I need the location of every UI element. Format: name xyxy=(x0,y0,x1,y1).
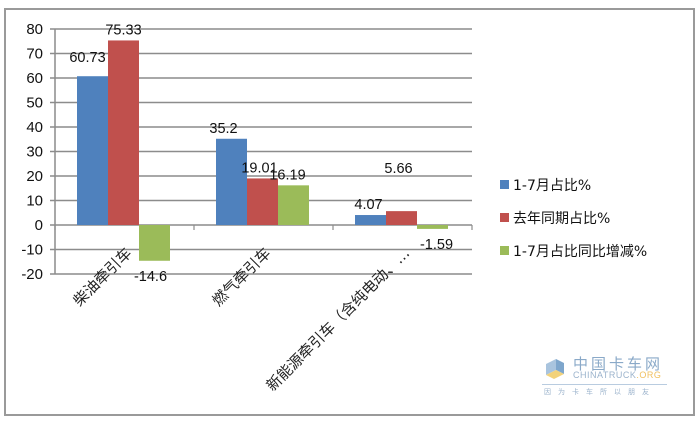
category-label: 燃气牵引车 xyxy=(209,244,275,310)
legend-label: 去年同期占比% xyxy=(513,210,611,227)
y-tick-label: 60 xyxy=(26,70,43,87)
watermark-en-name: CHINATRUCK.ORG xyxy=(573,370,662,380)
y-tick-label: 40 xyxy=(26,119,43,136)
data-label: 16.19 xyxy=(269,167,305,183)
legend-item-series-2: 去年同期占比% xyxy=(500,201,647,234)
legend-label: 1-7月占比% xyxy=(513,177,592,194)
legend-item-series-3: 1-7月占比同比增减% xyxy=(500,234,647,267)
legend-swatch-red xyxy=(500,213,509,222)
category-label: 柴油牵引车 xyxy=(70,244,136,310)
data-label: 4.07 xyxy=(354,197,382,213)
data-label: 60.73 xyxy=(69,50,105,66)
bar-2-1 xyxy=(108,40,139,226)
y-tick-label: 70 xyxy=(26,46,43,63)
data-label: -14.6 xyxy=(134,269,167,285)
data-label: 5.66 xyxy=(384,161,412,177)
bar-3-1 xyxy=(139,225,170,261)
bar-1-1 xyxy=(77,76,108,225)
y-tick-label: 10 xyxy=(26,193,43,210)
legend-label: 1-7月占比同比增减% xyxy=(513,243,648,260)
data-label: 75.33 xyxy=(105,22,141,38)
bar-1-2 xyxy=(216,138,247,225)
legend-item-series-1: 1-7月占比% xyxy=(500,168,647,201)
bar-3-3 xyxy=(417,225,448,229)
category-label: 新能源牵引车（含纯电动、… xyxy=(263,244,414,395)
truck-logo-icon xyxy=(546,359,564,379)
watermark-divider xyxy=(542,384,667,385)
data-label: 19.01 xyxy=(241,160,277,176)
watermark-cn-name: 中国卡车网 xyxy=(573,355,664,373)
y-tick-label: 50 xyxy=(26,95,43,112)
y-tick-label: 30 xyxy=(26,144,43,161)
bar-2-2 xyxy=(247,178,278,225)
bar-3-2 xyxy=(278,185,309,225)
data-label: 35.2 xyxy=(209,121,237,137)
chart-legend: 1-7月占比% 去年同期占比% 1-7月占比同比增减% xyxy=(500,168,647,267)
legend-swatch-blue xyxy=(500,180,509,189)
y-tick-label: -10 xyxy=(21,242,43,259)
watermark-slogan: 因为卡车所以朋友 xyxy=(544,389,656,396)
y-tick-label: -20 xyxy=(21,266,43,283)
chinatruck-watermark: 中国卡车网 CHINATRUCK.ORG 因为卡车所以朋友 xyxy=(540,350,680,405)
y-tick-label: 20 xyxy=(26,168,43,185)
y-tick-label: 80 xyxy=(26,21,43,38)
bar-1-3 xyxy=(355,215,386,225)
bar-2-3 xyxy=(386,211,417,225)
data-label: -1.59 xyxy=(420,237,453,253)
legend-swatch-green xyxy=(500,246,509,255)
y-tick-label: 0 xyxy=(35,217,43,234)
